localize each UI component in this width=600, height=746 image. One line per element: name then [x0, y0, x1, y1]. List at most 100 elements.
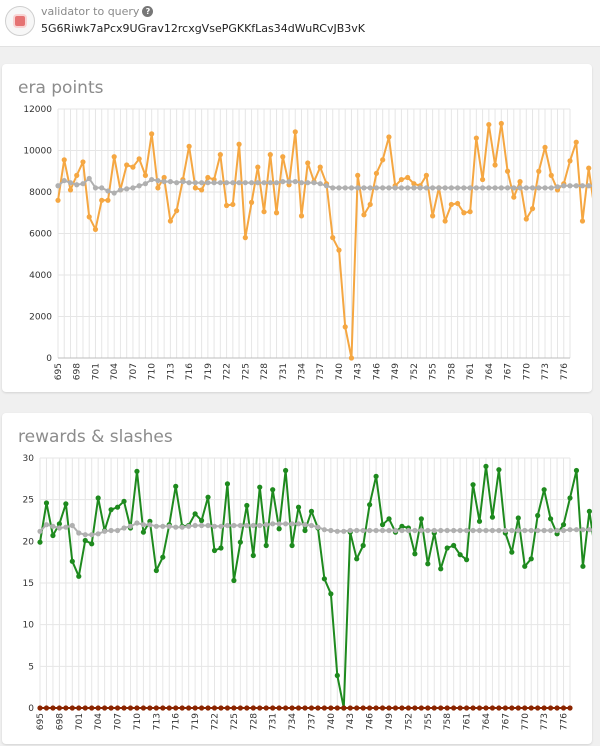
- data-point-average[interactable]: [360, 527, 366, 534]
- data-point-slashes[interactable]: [114, 705, 121, 711]
- data-point-slashes[interactable]: [121, 705, 127, 711]
- data-point-era-points[interactable]: [573, 139, 579, 145]
- data-point-rewards[interactable]: [173, 483, 179, 489]
- data-point-rewards[interactable]: [257, 484, 263, 490]
- data-point-average[interactable]: [442, 185, 448, 191]
- data-point-rewards[interactable]: [573, 467, 580, 474]
- data-point-slashes[interactable]: [244, 705, 250, 711]
- data-point-era-points[interactable]: [105, 197, 111, 203]
- data-point-slashes[interactable]: [186, 705, 192, 711]
- data-point-slashes[interactable]: [438, 705, 444, 711]
- data-point-slashes[interactable]: [541, 705, 547, 711]
- data-point-average[interactable]: [423, 185, 429, 191]
- data-point-average[interactable]: [436, 185, 442, 191]
- data-point-rewards[interactable]: [308, 508, 315, 514]
- data-point-era-points[interactable]: [223, 202, 230, 209]
- data-point-rewards[interactable]: [270, 487, 276, 493]
- data-point-slashes[interactable]: [147, 705, 153, 711]
- data-point-rewards[interactable]: [451, 542, 457, 549]
- data-point-slashes[interactable]: [173, 705, 179, 711]
- data-point-average[interactable]: [342, 185, 348, 191]
- data-point-average[interactable]: [224, 522, 231, 529]
- data-point-average[interactable]: [517, 185, 523, 191]
- data-point-rewards[interactable]: [399, 523, 405, 529]
- data-point-rewards[interactable]: [244, 502, 250, 509]
- data-point-era-points[interactable]: [317, 164, 323, 170]
- data-point-slashes[interactable]: [567, 705, 573, 711]
- data-point-average[interactable]: [242, 180, 248, 186]
- data-point-rewards[interactable]: [50, 532, 56, 539]
- data-point-era-points[interactable]: [361, 212, 367, 218]
- data-point-average[interactable]: [223, 180, 230, 186]
- data-point-average[interactable]: [298, 180, 305, 186]
- data-point-average[interactable]: [317, 181, 323, 187]
- data-point-average[interactable]: [244, 522, 250, 529]
- data-point-slashes[interactable]: [483, 705, 489, 711]
- data-point-average[interactable]: [174, 180, 180, 186]
- data-point-slashes[interactable]: [489, 705, 496, 711]
- data-point-average[interactable]: [412, 527, 418, 534]
- data-point-slashes[interactable]: [321, 705, 327, 711]
- data-point-slashes[interactable]: [205, 705, 211, 711]
- data-point-rewards[interactable]: [321, 576, 327, 582]
- data-point-era-points[interactable]: [529, 206, 536, 212]
- data-point-rewards[interactable]: [37, 539, 43, 545]
- data-point-rewards[interactable]: [121, 498, 127, 504]
- data-point-rewards[interactable]: [95, 495, 101, 501]
- data-point-rewards[interactable]: [541, 487, 547, 493]
- data-point-rewards[interactable]: [224, 481, 231, 487]
- data-point-rewards[interactable]: [160, 554, 166, 560]
- data-point-rewards[interactable]: [535, 512, 541, 519]
- data-point-slashes[interactable]: [418, 705, 424, 711]
- data-point-average[interactable]: [211, 523, 218, 529]
- data-point-slashes[interactable]: [496, 705, 502, 711]
- data-point-average[interactable]: [470, 527, 476, 534]
- data-point-slashes[interactable]: [160, 705, 166, 711]
- data-point-era-points[interactable]: [205, 174, 211, 181]
- data-point-era-points[interactable]: [292, 129, 298, 135]
- data-point-average[interactable]: [542, 185, 548, 191]
- data-point-rewards[interactable]: [108, 507, 114, 513]
- data-point-average[interactable]: [392, 527, 399, 534]
- data-point-average[interactable]: [398, 185, 405, 191]
- data-point-average[interactable]: [367, 185, 373, 191]
- data-point-era-points[interactable]: [55, 197, 61, 203]
- data-point-average[interactable]: [379, 527, 386, 534]
- data-point-average[interactable]: [217, 180, 223, 186]
- data-point-era-points[interactable]: [124, 162, 130, 168]
- data-point-average[interactable]: [99, 185, 105, 191]
- data-point-rewards[interactable]: [231, 577, 237, 584]
- data-point-era-points[interactable]: [192, 185, 198, 191]
- data-point-rewards[interactable]: [134, 468, 140, 474]
- data-point-average[interactable]: [341, 528, 347, 534]
- data-point-rewards[interactable]: [328, 591, 334, 597]
- data-point-rewards[interactable]: [69, 558, 75, 564]
- data-point-era-points[interactable]: [586, 165, 592, 171]
- data-point-average[interactable]: [586, 527, 592, 533]
- data-point-average[interactable]: [380, 185, 386, 191]
- data-point-rewards[interactable]: [295, 504, 302, 510]
- data-point-slashes[interactable]: [179, 705, 185, 711]
- data-point-average[interactable]: [361, 185, 367, 191]
- data-point-rewards[interactable]: [476, 518, 483, 524]
- data-point-average[interactable]: [451, 527, 457, 534]
- data-point-average[interactable]: [509, 527, 515, 534]
- data-point-slashes[interactable]: [231, 705, 237, 711]
- data-point-average[interactable]: [267, 180, 273, 186]
- data-point-average[interactable]: [130, 185, 136, 191]
- data-point-average[interactable]: [255, 180, 261, 186]
- data-point-average[interactable]: [179, 524, 185, 530]
- data-point-era-points[interactable]: [473, 135, 479, 141]
- data-point-slashes[interactable]: [509, 705, 515, 711]
- data-point-average[interactable]: [102, 528, 108, 534]
- data-point-rewards[interactable]: [522, 563, 528, 569]
- data-point-rewards[interactable]: [354, 556, 360, 562]
- data-point-era-points[interactable]: [536, 168, 542, 174]
- data-point-slashes[interactable]: [289, 705, 295, 711]
- data-point-rewards[interactable]: [457, 552, 463, 558]
- data-point-slashes[interactable]: [367, 705, 373, 711]
- data-point-average[interactable]: [483, 527, 489, 534]
- data-point-slashes[interactable]: [528, 705, 534, 711]
- data-point-average[interactable]: [140, 522, 147, 528]
- data-point-era-points[interactable]: [448, 201, 454, 208]
